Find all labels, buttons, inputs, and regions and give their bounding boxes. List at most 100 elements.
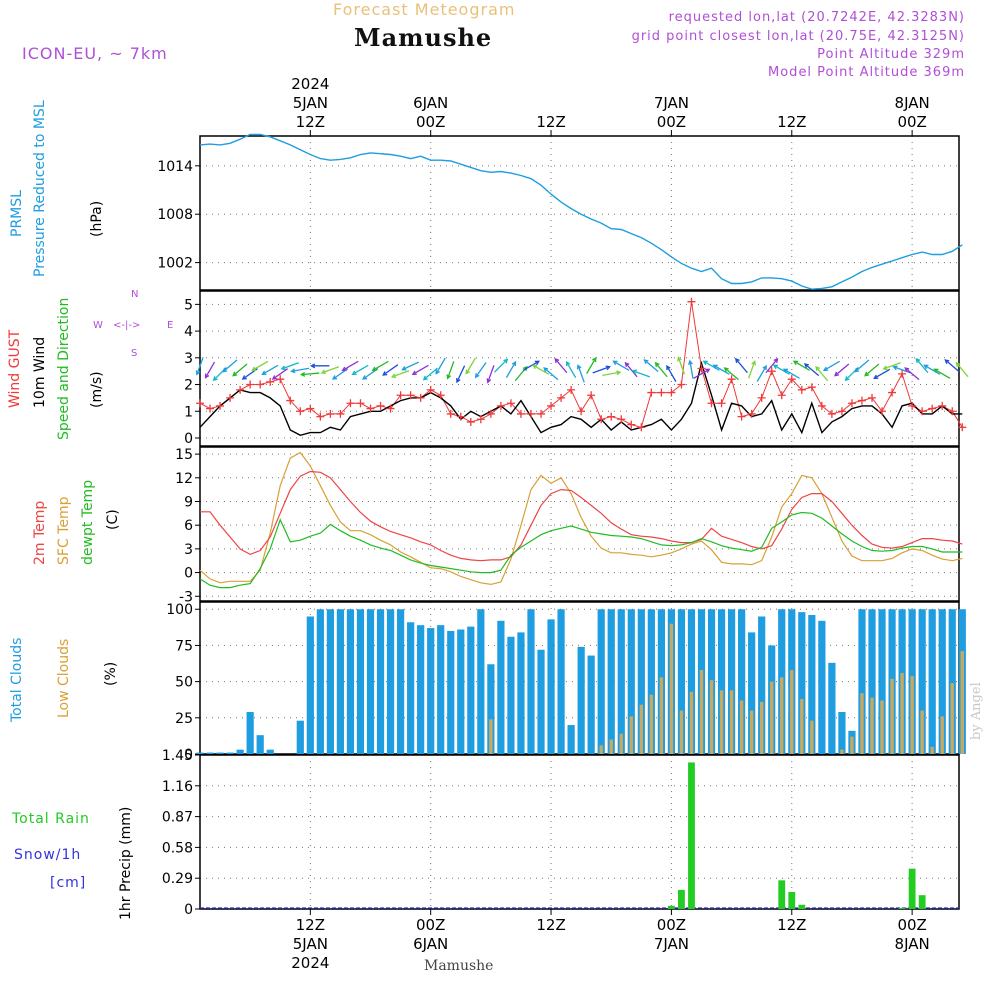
total-cloud-bar [266, 749, 274, 754]
wind-arrow [613, 360, 630, 371]
wind-arrow [505, 361, 516, 378]
wind-arrow [713, 364, 730, 375]
low-cloud-bar [860, 693, 864, 754]
wind-arrow [625, 362, 638, 378]
bottom-time-label: 8JAN [895, 935, 930, 953]
wind-arrow [456, 365, 466, 383]
total-cloud-bar [216, 752, 224, 754]
gust-marker [266, 377, 275, 386]
wind-arrow-head [904, 367, 910, 373]
wind-arrow [577, 365, 585, 383]
wind-arrow [272, 368, 288, 380]
wind-arrow-head [666, 364, 671, 371]
total-cloud-bar [457, 629, 465, 754]
gust-marker [707, 399, 716, 408]
wind-unit: (m/s) [89, 371, 105, 408]
gust-marker [928, 404, 937, 413]
wind-arrow [301, 372, 320, 376]
gust-marker [396, 391, 405, 400]
gust-marker [777, 391, 786, 400]
wind-arrow-head [371, 366, 377, 372]
gust-marker [296, 407, 305, 416]
credit-label: by Angel [969, 682, 984, 740]
wind-arrow-head [944, 359, 950, 365]
total-clouds-label: Total Clouds [9, 637, 25, 722]
gust-marker [226, 393, 235, 402]
wind-arrow [955, 362, 969, 378]
wind-arrow-head [712, 364, 718, 370]
wind-arrow-head [631, 369, 637, 375]
gust-marker [837, 407, 846, 416]
compass-n: N [131, 289, 139, 300]
wind-arrow-head [773, 357, 779, 363]
total-cloud-bar [818, 620, 826, 754]
wind-arrow [391, 370, 410, 378]
pressure-ytick-label: 1014 [157, 159, 193, 175]
temp-ytick-label: 6 [184, 518, 193, 534]
gust-marker [898, 369, 907, 378]
total-cloud-bar [617, 609, 625, 754]
wind-arrow-head [241, 375, 247, 380]
wind-arrow [854, 359, 870, 373]
gust-marker [807, 383, 816, 392]
wind-arrow-head [734, 357, 740, 363]
wind-arrow-head [435, 369, 440, 375]
low-cloud-bar [729, 690, 734, 754]
pressure-line [199, 133, 963, 290]
wind-arrow-head [624, 361, 630, 367]
rain-bar [908, 868, 916, 909]
top-time-label: 00Z [416, 113, 445, 131]
wind-arrow-head [723, 367, 729, 373]
wind-arrow-head [300, 371, 306, 377]
wind-arrow-head [822, 366, 829, 372]
total-cloud-bar [256, 735, 264, 754]
top-time-label: 00Z [657, 113, 686, 131]
wind-arrow [756, 365, 767, 382]
low-cloud-bar [669, 623, 674, 754]
gust-marker [647, 388, 656, 397]
rain-bar [788, 892, 796, 909]
pressure-label-2: Pressure Reduced to MSL [32, 100, 48, 277]
wind-arrow-head [320, 369, 326, 375]
gust-marker [577, 407, 586, 416]
precip-ytick-label: 0 [184, 902, 193, 918]
wind-ytick-label: 3 [184, 351, 193, 367]
gust-marker [567, 385, 576, 394]
precip-ytick-label: 0.29 [162, 871, 193, 887]
total-cloud-bar [376, 609, 385, 754]
wind-arrow-head [474, 373, 480, 379]
wind-ytick-label: 5 [184, 297, 193, 313]
low-cloud-bar [759, 701, 764, 754]
gust-marker [597, 415, 606, 424]
wind-arrow-head [331, 375, 338, 380]
rain-bar [688, 762, 695, 909]
total-cloud-bar [477, 609, 485, 754]
wind-arrow [864, 363, 880, 377]
total-cloud-bar [798, 612, 806, 754]
compass-s: S [131, 348, 138, 359]
top-time-label: 00Z [897, 113, 926, 131]
wind-arrow [262, 364, 279, 375]
top-time-label: 2024 [291, 75, 329, 93]
gust-marker [206, 404, 215, 413]
low-cloud-bar [629, 716, 633, 754]
clouds-ytick-label: 50 [175, 675, 193, 691]
sfc-temp-line [199, 451, 963, 586]
low-cloud-bar [810, 720, 814, 754]
wind-arrow-head [933, 368, 939, 374]
low-cloud-bar [930, 746, 934, 754]
wind-arrow [904, 367, 920, 381]
wind-arrow [554, 358, 568, 374]
wind-arrow [883, 362, 901, 370]
wind-frame [199, 290, 960, 447]
gust-marker [426, 385, 435, 394]
total-cloud-bar [206, 752, 214, 754]
wind-arrow [232, 363, 248, 377]
total-cloud-bar [336, 609, 345, 754]
wind-arrow [677, 357, 686, 375]
wind-arrow [543, 367, 559, 381]
gust-marker [557, 393, 566, 402]
low-cloud-bar [790, 670, 794, 754]
wind-arrow-head [915, 357, 921, 363]
wind-arrow-head [261, 370, 267, 376]
